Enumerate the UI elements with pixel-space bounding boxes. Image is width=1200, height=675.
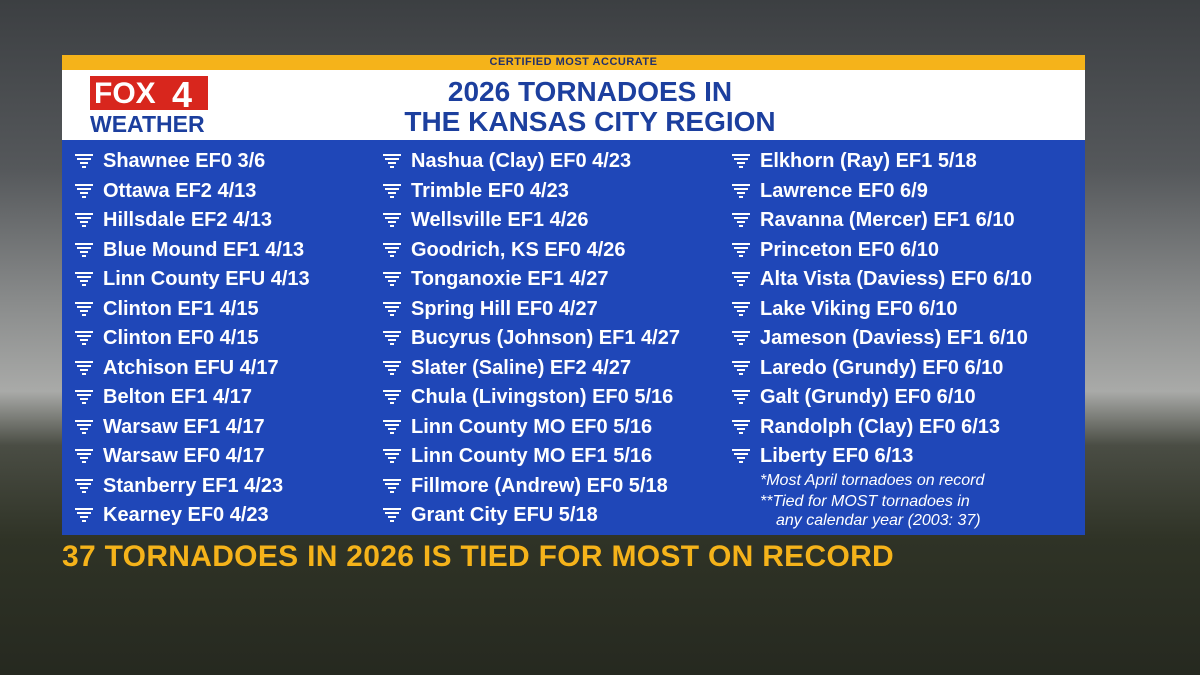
tornado-icon	[732, 389, 750, 405]
tornado-icon	[383, 389, 401, 405]
tornado-icon	[75, 330, 93, 346]
footnote: **Tied for MOST tornadoes in	[760, 493, 970, 510]
tornado-icon	[383, 183, 401, 199]
tornado-icon	[75, 242, 93, 258]
tornado-icon	[383, 360, 401, 376]
tornado-entry: Hillsdale EF2 4/13	[103, 209, 272, 231]
tornado-entry: Linn County EFU 4/13	[103, 268, 310, 290]
tornado-icon	[732, 183, 750, 199]
logo-brand: FOX	[94, 77, 156, 110]
banner: CERTIFIED MOST ACCURATE	[62, 55, 1085, 70]
tornado-entry: Clinton EF0 4/15	[103, 327, 259, 349]
tornado-entry: Spring Hill EF0 4/27	[411, 297, 598, 320]
tornado-entry: Fillmore (Andrew) EF0 5/18	[411, 474, 668, 497]
footnote: *Most April tornadoes on record	[760, 472, 985, 489]
caption: 37 TORNADOES IN 2026 IS TIED FOR MOST ON…	[62, 540, 895, 573]
tornado-icon	[383, 242, 401, 258]
tornado-entry: Laredo (Grundy) EF0 6/10	[760, 356, 1004, 379]
tornado-entry: Clinton EF1 4/15	[103, 297, 259, 320]
title-line: 2026 TORNADOES IN	[447, 76, 733, 107]
tornado-entry: Goodrich, KS EF0 4/26	[411, 238, 626, 261]
tornado-icon	[75, 301, 93, 317]
tornado-icon	[75, 507, 93, 523]
tornado-icon	[383, 448, 401, 464]
tornado-icon	[75, 360, 93, 376]
logo-box	[90, 76, 208, 110]
title-line: THE KANSAS CITY REGION	[404, 106, 776, 137]
tornado-icon	[75, 478, 93, 494]
tornado-entry: Alta Vista (Daviess) EF0 6/10	[760, 268, 1032, 290]
tornado-icon	[383, 478, 401, 494]
tornado-entry: Kearney EF0 4/23	[103, 504, 269, 526]
logo-product: WEATHER	[90, 111, 205, 137]
tornado-icon	[732, 242, 750, 258]
header	[62, 70, 1085, 140]
tornado-entry: Wellsville EF1 4/26	[411, 209, 589, 231]
tornado-icon	[383, 212, 401, 228]
tornado-icon	[732, 448, 750, 464]
tornado-entry: Bucyrus (Johnson) EF1 4/27	[411, 327, 680, 349]
tornado-icon	[732, 212, 750, 228]
tornado-entry: Randolph (Clay) EF0 6/13	[760, 415, 1001, 438]
tornado-entry: Lake Viking EF0 6/10	[760, 297, 958, 320]
tornado-icon	[383, 419, 401, 435]
tornado-icon	[383, 301, 401, 317]
tornado-icon	[383, 271, 401, 287]
tornado-icon	[732, 301, 750, 317]
logo: FOX 4 WEATHER	[90, 74, 210, 137]
tornado-icon	[732, 330, 750, 346]
tornado-entry: Lawrence EF0 6/9	[760, 179, 928, 202]
tornado-entry: Blue Mound EF1 4/13	[103, 238, 305, 261]
tornado-icon	[75, 271, 93, 287]
tornado-entry: Linn County MO EF1 5/16	[411, 445, 653, 467]
tornado-list: Shawnee EF0 3/6 Ottawa EF2 4/13 Hillsdale …	[62, 140, 1085, 535]
tornado-icon	[383, 330, 401, 346]
tornado-icon	[383, 153, 401, 169]
tornado-entry: Belton EF1 4/17	[103, 386, 252, 408]
tornado-icon	[75, 419, 93, 435]
tornado-entry: Warsaw EF0 4/17	[103, 445, 265, 467]
tornado-icon	[75, 389, 93, 405]
tornado-icon	[383, 507, 401, 523]
tornado-entry: Ottawa EF2 4/13	[103, 179, 257, 202]
logo-channel: 4	[172, 74, 193, 115]
tornado-icon	[732, 419, 750, 435]
tornado-entry: Liberty EF0 6/13	[760, 445, 914, 467]
tornado-icon	[75, 153, 93, 169]
tornado-entry: Shawnee EF0 3/6	[103, 150, 266, 172]
tornado-entry: Nashua (Clay) EF0 4/23	[411, 150, 632, 172]
tornado-entry: Chula (Livingston) EF0 5/16	[411, 386, 674, 408]
tornado-entry: Tonganoxie EF1 4/27	[411, 268, 609, 290]
tornado-entry: Linn County MO EF0 5/16	[411, 415, 653, 438]
tornado-entry: Galt (Grundy) EF0 6/10	[760, 386, 976, 408]
tornado-entry: Jameson (Daviess) EF1 6/10	[760, 327, 1028, 349]
tornado-icon	[732, 153, 750, 169]
tornado-entry: Trimble EF0 4/23	[411, 179, 569, 202]
tornado-icon	[75, 183, 93, 199]
tornado-entry: Ravanna (Mercer) EF1 6/10	[760, 209, 1015, 231]
tornado-entry: Stanberry EF1 4/23	[103, 474, 284, 497]
footnote: any calendar year (2003: 37)	[776, 512, 981, 529]
tornado-entry: Princeton EF0 6/10	[760, 238, 939, 261]
tornado-entry: Slater (Saline) EF2 4/27	[411, 356, 632, 379]
tornado-entry: Warsaw EF1 4/17	[103, 415, 265, 438]
tornado-icon	[732, 360, 750, 376]
tornado-icon	[75, 448, 93, 464]
tornado-entry: Atchison EFU 4/17	[103, 356, 279, 379]
tornado-entry: Elkhorn (Ray) EF1 5/18	[760, 150, 977, 172]
tornado-icon	[75, 212, 93, 228]
tornado-icon	[732, 271, 750, 287]
tornado-entry: Grant City EFU 5/18	[411, 504, 598, 526]
